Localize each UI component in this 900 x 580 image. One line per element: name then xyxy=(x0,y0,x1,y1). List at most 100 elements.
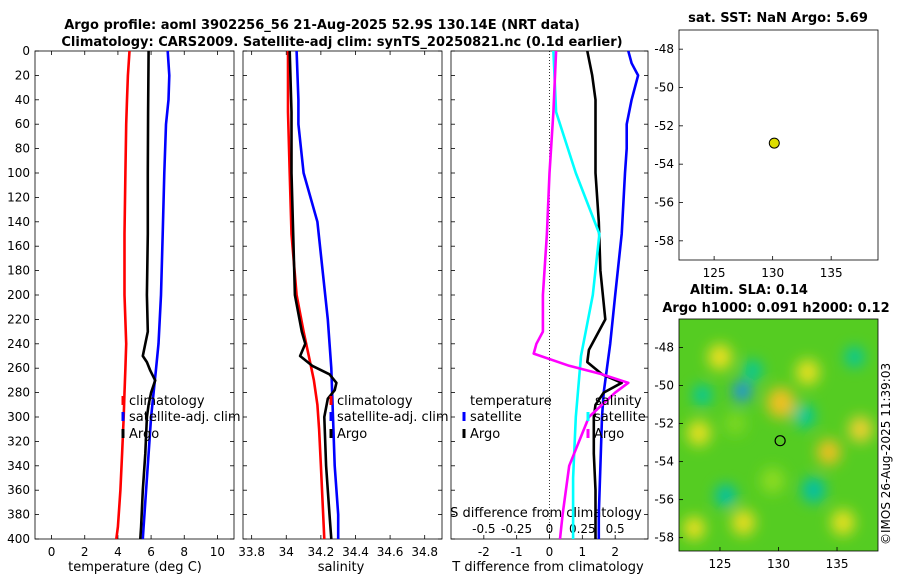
map-y-tick-label: -56 xyxy=(654,493,674,507)
map-y-tick-label: -52 xyxy=(654,119,674,133)
series-line-argo xyxy=(139,50,157,540)
salinity-lines xyxy=(286,50,340,540)
salinity-panel: salinity 33.8 34 34.2 34.4 34.6 34.8 climatol… xyxy=(238,50,449,575)
depth-tick-label: 60 xyxy=(15,117,30,131)
imos-watermark: ©IMOS 26-Aug-2025 11:39:03 xyxy=(879,363,893,545)
sal-legend-argo-label: Argo xyxy=(337,427,367,442)
sst-map-frame xyxy=(678,29,879,261)
s-tick-label: 0.25 xyxy=(569,522,596,536)
difference-ticks: -2 -1 0 1 2-0.5 -0.25 0 0.25 0.5 xyxy=(451,50,648,559)
sla-map-heatmap xyxy=(683,344,873,540)
depth-tick-label: 320 xyxy=(7,434,30,448)
sla-anomaly-blob xyxy=(724,412,746,436)
depth-tick-label: 380 xyxy=(7,508,30,522)
legend-climatology-label: climatology xyxy=(129,394,205,409)
sla-anomaly-blob xyxy=(683,516,705,540)
diff-legend-t-argo-label: Argo xyxy=(470,427,500,442)
difference-lines xyxy=(532,50,640,540)
sla-map-title-1: Altim. SLA: 0.14 xyxy=(690,283,808,298)
salinity-xlabel: salinity xyxy=(318,560,365,575)
map-y-tick-label: -58 xyxy=(654,531,674,545)
difference-top-label: S difference from climatology xyxy=(450,506,642,521)
map-y-tick-label: -48 xyxy=(654,341,674,355)
x-tick-label: 4 xyxy=(114,545,122,559)
map-y-tick-label: -52 xyxy=(654,417,674,431)
sla-anomaly-blob xyxy=(766,387,795,419)
series-line-s-argo-clim xyxy=(532,50,630,540)
x-tick-label: 8 xyxy=(180,545,188,559)
sla-anomaly-blob xyxy=(848,416,873,443)
depth-tick-label: 40 xyxy=(15,93,30,107)
series-line-climatology xyxy=(115,50,131,540)
diff-legend-salinity-title: salinity xyxy=(595,394,642,409)
map-y-tick-label: -50 xyxy=(654,81,674,95)
sla-anomaly-blob xyxy=(817,439,841,465)
sal-legend-climatology-label: climatology xyxy=(337,394,413,409)
temperature-ticks: 0204060801001201401601802002202402602803… xyxy=(7,44,234,559)
temperature-panel: temperature (deg C) 02040608010012014016… xyxy=(7,44,241,575)
sla-anomaly-blob xyxy=(715,484,737,508)
series-line-satellite-adj-clim xyxy=(141,50,171,540)
sst-map-panel: sat. SST: NaN Argo: 5.69 125 130 135 -48 -50… xyxy=(654,11,879,280)
map-y-tick-label: -48 xyxy=(654,42,674,56)
depth-tick-label: 400 xyxy=(7,532,30,546)
sla-argo-location-marker xyxy=(774,435,786,447)
depth-tick-label: 340 xyxy=(7,459,30,473)
legend-argo-label: Argo xyxy=(129,427,159,442)
sla-anomaly-blob xyxy=(743,360,763,381)
map-x-tick-label: 135 xyxy=(820,266,843,280)
map-y-tick-label: -54 xyxy=(654,455,674,469)
series-line-t-satellite-clim xyxy=(597,50,640,539)
depth-tick-label: 260 xyxy=(7,361,30,375)
sla-anomaly-blob xyxy=(793,404,815,428)
x-tick-label: 33.8 xyxy=(238,545,265,559)
map-x-tick-label: 125 xyxy=(709,557,732,571)
map-y-tick-label: -54 xyxy=(654,157,674,171)
salinity-ticks: 33.8 34 34.2 34.4 34.6 34.8 xyxy=(238,50,442,559)
series-line-climatology xyxy=(286,51,326,540)
temperature-lines xyxy=(115,50,171,540)
s-tick-label: -0.25 xyxy=(501,522,532,536)
map-y-tick-label: -50 xyxy=(654,379,674,393)
title-line-1: Argo profile: aoml 3902256_56 21-Aug-202… xyxy=(64,18,580,33)
x-tick-label: -1 xyxy=(511,545,523,559)
series-line-satellite-adj-clim xyxy=(295,50,340,539)
x-tick-label: 2 xyxy=(81,545,89,559)
sla-anomaly-blob xyxy=(831,509,855,536)
x-tick-label: 0 xyxy=(546,545,554,559)
depth-tick-label: 0 xyxy=(22,44,30,58)
x-tick-label: 34.8 xyxy=(411,545,438,559)
sla-anomaly-blob xyxy=(796,359,820,386)
temperature-legend: climatology satellite-adj. clim Argo xyxy=(121,394,241,442)
diff-legend-s-satellite-label: satellite xyxy=(594,410,646,425)
x-tick-label: 34.4 xyxy=(342,545,369,559)
sla-map-title-2: Argo h1000: 0.091 h2000: 0.12 xyxy=(662,301,889,316)
sla-anomaly-blob xyxy=(693,384,712,406)
depth-tick-label: 140 xyxy=(7,215,30,229)
x-tick-label: -2 xyxy=(478,545,490,559)
temperature-xlabel: temperature (deg C) xyxy=(68,560,202,575)
sla-map-ticks: 125 130 135 -48 -50 -52 -54 -56 -58 xyxy=(654,341,848,571)
sla-anomaly-blob xyxy=(731,509,756,536)
series-line-s-satellite-clim xyxy=(552,50,601,539)
x-tick-label: 10 xyxy=(210,545,225,559)
series-line-t-argo-clim xyxy=(585,50,624,539)
x-tick-label: 34 xyxy=(279,545,294,559)
depth-tick-label: 20 xyxy=(15,68,30,82)
depth-tick-label: 180 xyxy=(7,264,30,278)
map-y-tick-label: -58 xyxy=(654,234,674,248)
sla-map-panel: Altim. SLA: 0.14 Argo h1000: 0.091 h2000… xyxy=(654,283,889,571)
depth-tick-label: 200 xyxy=(7,288,30,302)
depth-tick-label: 120 xyxy=(7,190,30,204)
s-tick-label: -0.5 xyxy=(472,522,495,536)
sst-map-ticks: 125 130 135 -48 -50 -52 -54 -56 -58 xyxy=(654,42,842,280)
difference-xlabel: T difference from climatology xyxy=(451,560,644,575)
s-tick-label: 0.5 xyxy=(606,522,625,536)
x-tick-label: 1 xyxy=(579,545,587,559)
salinity-axes-frame xyxy=(242,50,443,540)
depth-tick-label: 80 xyxy=(15,142,30,156)
difference-panel: T difference from climatology S differen… xyxy=(450,50,649,575)
sst-map-title: sat. SST: NaN Argo: 5.69 xyxy=(688,11,868,26)
sla-anomaly-blob xyxy=(708,344,732,370)
